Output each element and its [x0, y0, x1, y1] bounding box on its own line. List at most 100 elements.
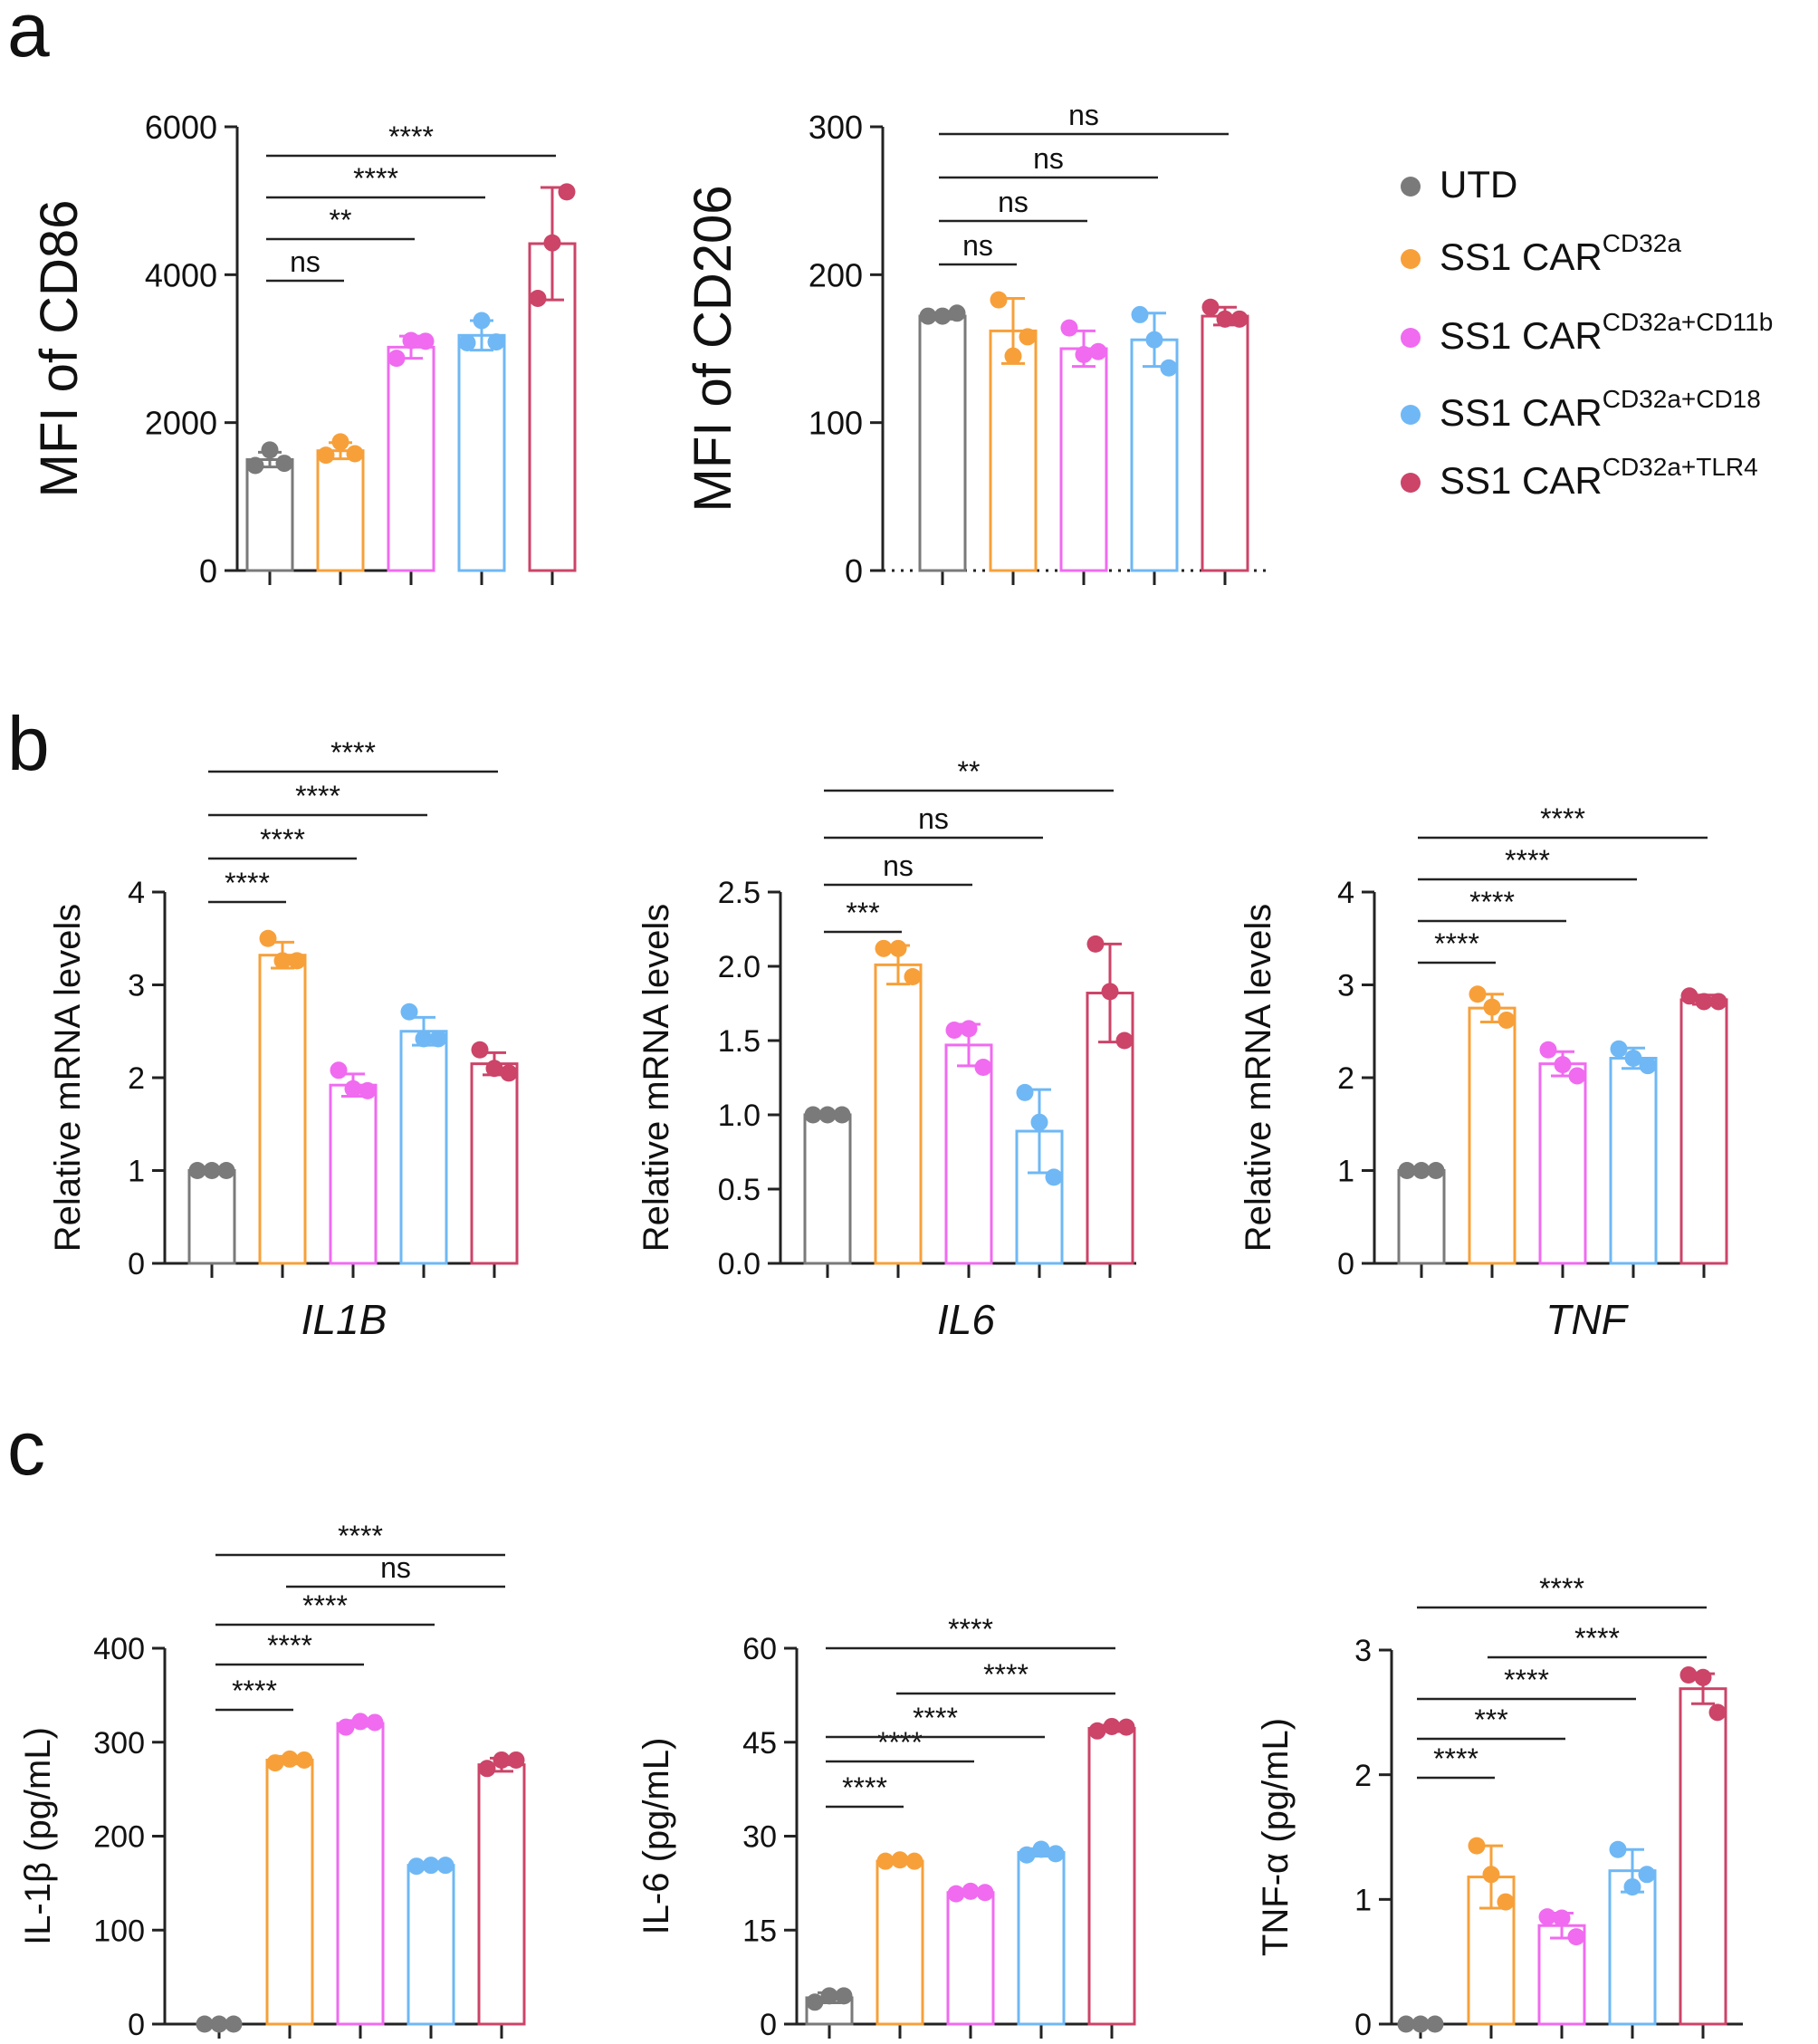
significance-label: ****	[260, 823, 305, 856]
data-point-CD32a+CD11b	[974, 1059, 992, 1077]
chart-b1: 0 1 2 3 4 Relative mRNA levels IL1B **** **** ***…	[48, 736, 519, 1343]
bar-CD32a	[1468, 1006, 1517, 1265]
y-tick-label: 1.5	[718, 1024, 761, 1059]
data-point-UTD	[1397, 2015, 1415, 2033]
data-point-CD32a+CD11b	[388, 350, 406, 368]
legend-label-UTD: UTD	[1440, 163, 1517, 206]
y-tick-label: 2	[1354, 1759, 1372, 1793]
data-point-CD32a+TLR4	[1088, 1722, 1106, 1740]
data-point-CD32a	[346, 445, 364, 463]
y-tick-label: 4	[1337, 876, 1354, 910]
y-tick-label: 300	[93, 1726, 145, 1761]
significance-label: ns	[962, 229, 993, 262]
data-point-UTD	[806, 1993, 824, 2011]
legend-label-CD32a+CD18: SS1 CARCD32a+CD18	[1440, 385, 1761, 434]
significance-label: ns	[918, 802, 949, 835]
data-point-CD32a+TLR4	[529, 289, 547, 307]
data-point-UTD	[246, 456, 264, 475]
data-point-CD32a+TLR4	[1694, 1668, 1712, 1686]
data-point-UTD	[210, 2015, 228, 2033]
data-point-CD32a+CD18	[422, 1857, 440, 1875]
data-point-CD32a+TLR4	[1680, 987, 1698, 1005]
chart-b3: 0 1 2 3 4 Relative mRNA levels TNF **** **** ****…	[1239, 802, 1728, 1343]
legend-label-CD32a: SS1 CARCD32a	[1440, 229, 1681, 278]
data-point-CD32a+CD18	[436, 1857, 454, 1875]
data-point-CD32a+TLR4	[1708, 1703, 1727, 1722]
y-axis-label: MFI of CD206	[684, 186, 742, 513]
data-point-UTD	[1427, 1162, 1445, 1179]
data-point-CD32a+CD11b	[962, 1882, 980, 1900]
data-point-CD32a+CD18	[458, 333, 476, 351]
data-point-CD32a	[1019, 328, 1037, 346]
data-point-UTD	[217, 1162, 235, 1179]
significance-label: ns	[380, 1551, 411, 1584]
data-point-CD32a	[295, 1751, 313, 1769]
data-point-CD32a+CD11b	[416, 332, 435, 350]
data-point-CD32a+CD11b	[359, 1081, 377, 1099]
significance-label: ****	[1433, 1742, 1478, 1775]
data-point-CD32a+CD18	[1624, 1049, 1642, 1067]
y-tick-label: 2	[1337, 1061, 1354, 1096]
data-point-CD32a+CD18	[1131, 305, 1149, 323]
bar-CD32a+CD18	[407, 1864, 455, 2026]
data-point-UTD	[203, 1162, 221, 1179]
data-point-CD32a+TLR4	[1216, 310, 1234, 328]
significance-label: ****	[338, 1520, 383, 1552]
y-tick-label: 0	[1337, 1247, 1354, 1281]
legend-label-base: SS1 CAR	[1440, 391, 1603, 434]
legend-marker-CD32a	[1401, 249, 1421, 269]
bar-CD32a	[876, 1859, 924, 2026]
significance-label: ns	[1068, 99, 1099, 131]
panel-label-b: b	[7, 701, 50, 786]
data-point-CD32a+CD11b	[976, 1884, 994, 1902]
y-tick-label: 200	[93, 1820, 145, 1855]
significance-label: ****	[295, 780, 340, 812]
data-point-CD32a+CD18	[1160, 359, 1178, 377]
y-tick-label: 100	[809, 405, 863, 442]
bar-CD32a+TLR4	[1201, 314, 1249, 572]
significance-label: ****	[1469, 886, 1515, 918]
y-tick-label: 0	[1354, 2008, 1372, 2042]
significance-label: ***	[1474, 1703, 1507, 1736]
y-tick-label: 1	[1337, 1155, 1354, 1189]
bar-UTD	[245, 458, 294, 572]
y-tick-label: 3	[1354, 1634, 1372, 1668]
y-tick-label: 30	[742, 1820, 777, 1855]
data-point-UTD	[833, 1106, 851, 1124]
significance-label: ****	[948, 1613, 993, 1646]
data-point-UTD	[804, 1106, 822, 1124]
significance-label: ****	[1539, 1572, 1584, 1605]
bar-CD32a+CD11b	[387, 345, 435, 572]
y-axis-label: IL-1β (pg/mL)	[18, 1727, 58, 1945]
data-point-CD32a	[273, 952, 292, 970]
data-point-CD32a+CD11b	[351, 1713, 369, 1731]
y-tick-label: 6000	[145, 109, 217, 146]
data-point-CD32a+CD11b	[1553, 1909, 1571, 1927]
data-point-UTD	[188, 1162, 206, 1179]
data-point-CD32a+CD11b	[1539, 1041, 1557, 1059]
y-tick-label: 4000	[145, 256, 217, 293]
significance-label: ****	[1574, 1622, 1620, 1655]
data-point-UTD	[948, 304, 966, 322]
bar-CD32a	[316, 449, 365, 572]
data-point-UTD	[818, 1106, 837, 1124]
bar-CD32a	[258, 954, 307, 1265]
data-point-CD32a+CD18	[1609, 1840, 1627, 1858]
data-point-CD32a+TLR4	[1117, 1718, 1135, 1736]
bar-UTD	[1397, 1169, 1446, 1265]
bar-CD32a+CD11b	[1538, 1062, 1587, 1265]
data-point-CD32a	[266, 1754, 284, 1772]
bar-CD32a+CD18	[1017, 1850, 1066, 2026]
data-point-CD32a+CD11b	[1568, 1067, 1586, 1085]
y-tick-label: 2.5	[718, 876, 761, 910]
significance-label: ***	[846, 897, 879, 929]
data-point-UTD	[835, 1987, 853, 2005]
x-axis-label: IL6	[937, 1296, 995, 1343]
data-point-CD32a+CD11b	[945, 1022, 963, 1040]
data-point-CD32a	[876, 1852, 895, 1870]
bar-CD32a+TLR4	[477, 1763, 526, 2026]
significance-label: ns	[883, 849, 914, 882]
data-point-CD32a+CD18	[429, 1030, 447, 1048]
